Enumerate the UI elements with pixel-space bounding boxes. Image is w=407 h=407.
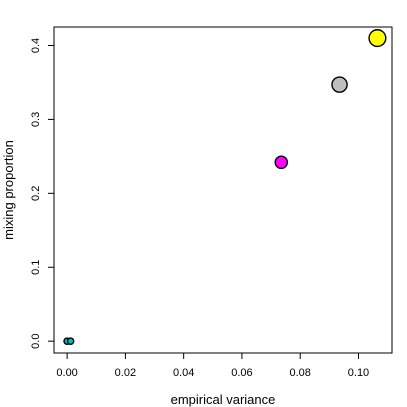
- data-point: [274, 155, 289, 170]
- y-axis: 0.0 0.1 0.2 0.3 0.4: [30, 38, 54, 349]
- data-point: [368, 29, 387, 48]
- x-tick-label: 0.10: [348, 367, 369, 379]
- x-axis-title: empirical variance: [171, 392, 276, 407]
- y-tick-label: 0.4: [30, 38, 42, 53]
- x-tick-label: 0.04: [173, 367, 194, 379]
- x-axis: 0.00 0.02 0.04 0.06 0.08 0.10: [56, 353, 369, 379]
- y-tick-label: 0.2: [30, 186, 42, 201]
- x-tick-label: 0.02: [115, 367, 136, 379]
- y-tick-label: 0.0: [30, 334, 42, 349]
- x-tick-label: 0.08: [290, 367, 311, 379]
- y-axis-title: mixing proportion: [1, 140, 16, 240]
- x-tick-label: 0.06: [231, 367, 252, 379]
- y-tick-label: 0.1: [30, 260, 42, 275]
- plot-frame: [53, 26, 393, 354]
- y-tick-label: 0.3: [30, 112, 42, 127]
- data-point: [331, 76, 348, 93]
- data-points: [63, 29, 387, 346]
- x-tick-label: 0.00: [56, 367, 77, 379]
- data-point: [66, 337, 75, 346]
